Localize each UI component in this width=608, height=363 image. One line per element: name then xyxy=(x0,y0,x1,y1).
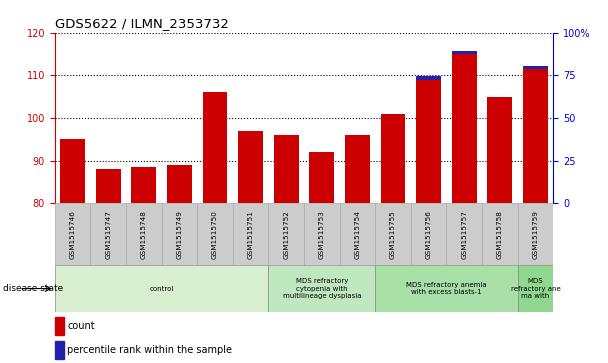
Text: GSM1515755: GSM1515755 xyxy=(390,210,396,258)
Bar xyxy=(55,317,64,335)
Bar xyxy=(452,50,477,54)
Bar xyxy=(167,165,192,203)
Bar xyxy=(309,152,334,203)
Bar xyxy=(91,203,126,265)
Bar xyxy=(446,203,482,265)
Bar xyxy=(238,131,263,203)
Text: GSM1515759: GSM1515759 xyxy=(533,210,539,258)
Text: GDS5622 / ILMN_2353732: GDS5622 / ILMN_2353732 xyxy=(55,17,229,30)
Bar xyxy=(523,69,548,203)
Text: GSM1515751: GSM1515751 xyxy=(247,210,254,258)
Bar xyxy=(482,203,517,265)
Text: GSM1515752: GSM1515752 xyxy=(283,210,289,258)
Bar xyxy=(340,203,375,265)
Text: GSM1515749: GSM1515749 xyxy=(176,210,182,258)
Bar xyxy=(416,79,441,203)
Text: GSM1515753: GSM1515753 xyxy=(319,210,325,258)
Text: GSM1515747: GSM1515747 xyxy=(105,210,111,258)
Bar xyxy=(375,265,517,312)
Bar xyxy=(488,97,513,203)
Text: percentile rank within the sample: percentile rank within the sample xyxy=(67,345,232,355)
Bar xyxy=(381,114,406,203)
Text: GSM1515758: GSM1515758 xyxy=(497,210,503,258)
Bar xyxy=(268,265,375,312)
Bar xyxy=(523,65,548,69)
Bar xyxy=(55,265,268,312)
Bar xyxy=(126,203,162,265)
Text: control: control xyxy=(150,286,174,291)
Bar xyxy=(411,203,446,265)
Bar xyxy=(517,203,553,265)
Bar xyxy=(60,139,85,203)
Text: GSM1515746: GSM1515746 xyxy=(69,210,75,258)
Bar xyxy=(197,203,233,265)
Text: MDS
refractory ane
ma with: MDS refractory ane ma with xyxy=(511,278,561,299)
Bar xyxy=(416,76,441,79)
Bar xyxy=(345,135,370,203)
Text: GSM1515748: GSM1515748 xyxy=(140,210,147,258)
Bar xyxy=(162,203,197,265)
Text: GSM1515754: GSM1515754 xyxy=(354,210,361,258)
Bar xyxy=(55,341,64,359)
Bar xyxy=(131,167,156,203)
Bar xyxy=(268,203,304,265)
Bar xyxy=(95,169,120,203)
Bar xyxy=(375,203,411,265)
Text: GSM1515756: GSM1515756 xyxy=(426,210,432,258)
Bar xyxy=(517,265,553,312)
Bar xyxy=(304,203,340,265)
Bar xyxy=(274,135,299,203)
Bar xyxy=(202,92,227,203)
Text: disease state: disease state xyxy=(3,284,63,293)
Bar xyxy=(55,203,91,265)
Text: count: count xyxy=(67,321,95,331)
Text: MDS refractory
cytopenia with
multilineage dysplasia: MDS refractory cytopenia with multilinea… xyxy=(283,278,361,299)
Bar xyxy=(452,54,477,203)
Text: GSM1515757: GSM1515757 xyxy=(461,210,468,258)
Text: GSM1515750: GSM1515750 xyxy=(212,210,218,258)
Bar xyxy=(233,203,268,265)
Text: MDS refractory anemia
with excess blasts-1: MDS refractory anemia with excess blasts… xyxy=(406,282,487,295)
